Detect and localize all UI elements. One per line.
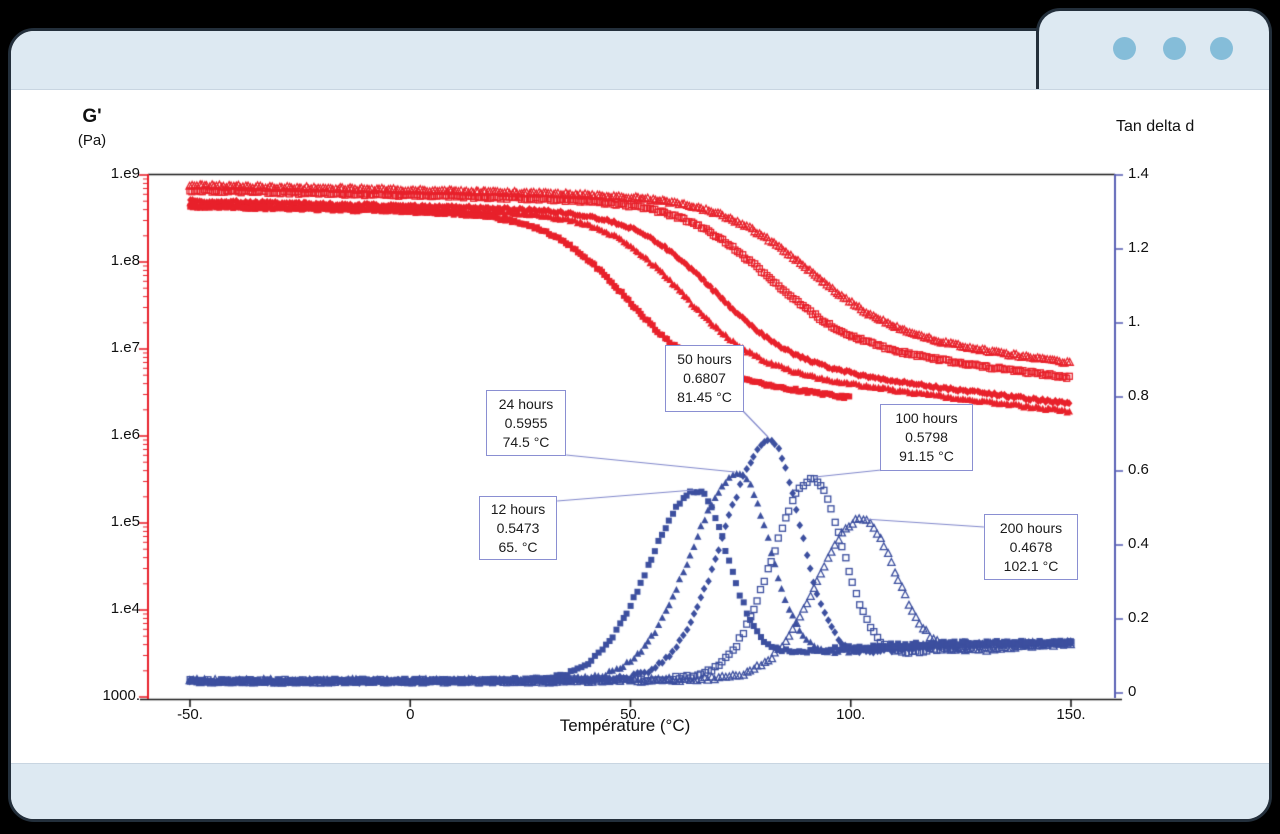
right-tick-label: 1.	[1128, 313, 1141, 330]
left-tick-label: 1.e5	[110, 513, 140, 530]
left-axis-title: G'	[82, 106, 102, 127]
x-tick-label: 0	[406, 706, 415, 723]
annotation-box: 50 hours 0.6807 81.45 °C	[665, 345, 744, 412]
x-tick-label: 50.	[620, 706, 641, 723]
annotation-line: 0.5955	[504, 414, 548, 431]
annotation-line: 74.5 °C	[502, 433, 550, 450]
annotation-box: 24 hours 0.5955 74.5 °C	[486, 390, 566, 456]
right-tick-label: 0	[1128, 683, 1137, 700]
annotation-line: 91.15 °C	[899, 448, 954, 464]
right-tick-label: 1.2	[1128, 239, 1149, 256]
right-tick-label: 0.8	[1128, 387, 1149, 404]
annotation-line: 0.5798	[905, 429, 948, 445]
annotation-line: 12 hours	[490, 500, 546, 517]
right-tick-label: 0.2	[1128, 609, 1149, 626]
annotation-line: 24 hours	[498, 395, 554, 412]
annotation-line: 65. °C	[498, 538, 538, 555]
annotation-line: 81.45 °C	[677, 389, 732, 405]
right-axis-title: Tan delta d	[1116, 118, 1195, 135]
annotation-box: 200 hours 0.4678 102.1 °C	[984, 514, 1078, 580]
x-tick-label: -50.	[177, 706, 203, 723]
left-tick-label: 1.e4	[110, 600, 140, 617]
x-axis-title: Température (°C)	[559, 716, 691, 735]
left-tick-label: 1.e6	[110, 426, 140, 443]
left-tick-label: 1.e8	[110, 252, 140, 269]
annotation-line: 200 hours	[999, 519, 1063, 536]
annotation-line: 100 hours	[895, 410, 958, 426]
right-tick-label: 0.6	[1128, 461, 1149, 478]
right-tick-label: 0.4	[1128, 535, 1149, 552]
annotation-line: 0.6807	[683, 370, 726, 386]
x-tick-label: 150.	[1056, 706, 1086, 723]
annotation-line: 50 hours	[677, 351, 732, 367]
x-tick-label: 100.	[836, 706, 866, 723]
annotation-box: 100 hours 0.5798 91.15 °C	[880, 404, 973, 471]
left-tick-label: 1.e9	[110, 165, 140, 182]
left-tick-label: 1000.	[102, 687, 140, 704]
right-tick-label: 1.4	[1128, 165, 1149, 182]
left-axis-units: (Pa)	[77, 132, 107, 149]
left-tick-label: 1.e7	[110, 339, 140, 356]
annotation-line: 0.4678	[1009, 538, 1053, 555]
annotation-line: 0.5473	[496, 519, 540, 536]
annotation-line: 102.1 °C	[1003, 557, 1059, 574]
annotation-box: 12 hours 0.5473 65. °C	[479, 496, 557, 560]
